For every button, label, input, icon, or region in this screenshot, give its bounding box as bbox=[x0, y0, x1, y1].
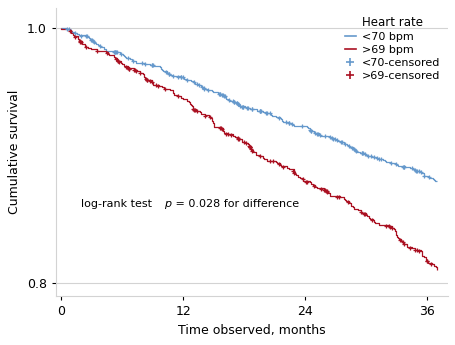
Legend: <70 bpm, >69 bpm, <70-censored, >69-censored: <70 bpm, >69 bpm, <70-censored, >69-cens… bbox=[342, 14, 441, 83]
Text: = 0.028 for difference: = 0.028 for difference bbox=[172, 199, 298, 209]
Y-axis label: Cumulative survival: Cumulative survival bbox=[8, 90, 21, 214]
Text: log-rank test: log-rank test bbox=[81, 199, 156, 209]
Text: p: p bbox=[164, 199, 171, 209]
X-axis label: Time observed, months: Time observed, months bbox=[177, 324, 325, 337]
